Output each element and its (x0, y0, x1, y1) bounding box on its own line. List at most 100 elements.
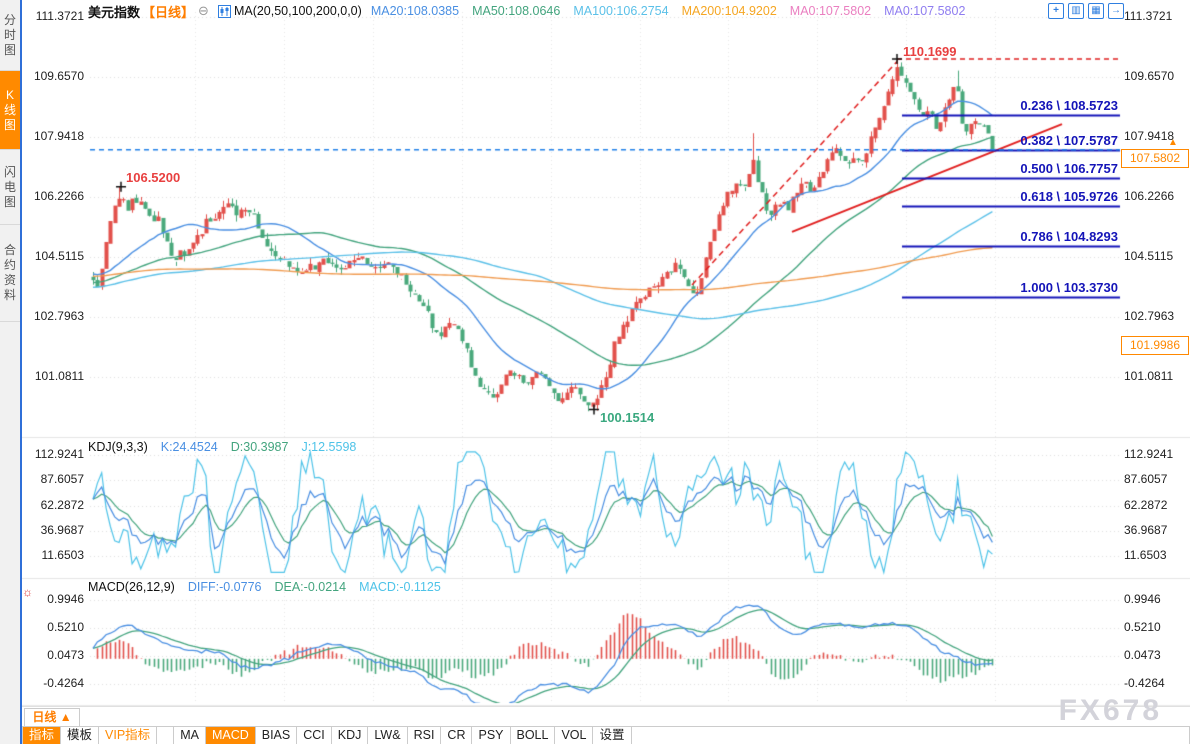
y-axis-label: 62.2872 (40, 498, 84, 512)
y-axis-label: 106.2266 (33, 189, 84, 203)
toolbar-tab-PSY[interactable]: PSY (472, 727, 511, 744)
swing-label-swing-low: 100.1514 (600, 410, 655, 425)
toolbar-tab-MACD[interactable]: MACD (205, 727, 256, 744)
toolbar-tab-KDJ[interactable]: KDJ (332, 727, 369, 744)
y-axis-label: 109.6570 (1124, 69, 1175, 83)
macd-title: MACD(26,12,9) (88, 580, 175, 594)
y-axis-label: 11.6503 (1124, 548, 1167, 562)
toolbar-tab-BOLL[interactable]: BOLL (511, 727, 556, 744)
y-axis-label: 102.7963 (33, 309, 84, 323)
kdj-title: KDJ(9,3,3) (88, 440, 148, 454)
fib-level-label: 0.236 \ 108.5723 (1020, 97, 1118, 113)
alert-price-box: 101.9986 (1121, 336, 1189, 355)
ma-values: MA20:108.0385 MA50:108.0646 MA100:106.2754… (371, 4, 966, 18)
y-axis-label: -0.4264 (1124, 676, 1165, 690)
watermark: FX678 (1058, 694, 1162, 727)
toolbar-tab-VOL[interactable]: VOL (555, 727, 594, 744)
ma-value-2: MA50:108.0646 (472, 4, 561, 18)
header-toolbar: + ▥ ▦ → (1048, 3, 1124, 19)
sidebar-item-label: K线图 (3, 87, 16, 132)
toolbar-tab-RSI[interactable]: RSI (408, 727, 442, 744)
toolbar-tab-MA[interactable]: MA (173, 727, 206, 744)
y-axis-label: 111.3721 (1124, 9, 1173, 23)
y-axis-label: 106.2266 (1124, 189, 1175, 203)
fib-level-label: 0.500 \ 106.7757 (1020, 160, 1118, 176)
period-selector-button[interactable]: 日线 ▲ (24, 708, 80, 727)
y-axis-label: 112.9241 (34, 447, 84, 461)
sidebar-item-label: 闪电图 (3, 164, 16, 209)
sidebar-item-4[interactable]: 合约资料 (0, 225, 20, 322)
period-tag: 【日线】 (142, 4, 195, 20)
toolbar-tab-模板[interactable]: 模板 (61, 727, 100, 744)
y-axis-label: 104.5115 (1124, 249, 1174, 263)
sidebar-item-3[interactable]: 闪电图 (0, 150, 20, 225)
toolbar-tab-指标[interactable]: 指标 (22, 727, 62, 744)
y-axis-label: 87.6057 (1124, 472, 1168, 486)
kdj-d-value: D:30.3987 (230, 440, 289, 454)
macd-macd-value: MACD:-0.1125 (359, 580, 441, 594)
y-axis-label: -0.4264 (43, 676, 84, 690)
toolbar-tab-CR[interactable]: CR (441, 727, 473, 744)
fib-level-label: 0.382 \ 107.5787 (1020, 132, 1118, 148)
sidebar-item-1[interactable]: 分时图 (0, 0, 20, 71)
price-up-arrow: ▲ (1168, 137, 1178, 148)
left-sidebar: 分时图 K线图闪电图合约资料 (0, 0, 22, 744)
y-axis-label: 0.9946 (1124, 592, 1161, 606)
y-axis-label: 0.5210 (47, 620, 84, 634)
y-axis-label: 107.9418 (1124, 129, 1175, 143)
chart-header: 美元指数 【日线】 ⊖ MA(20,50,100,200,0,0) MA20:1… (88, 1, 965, 21)
ma-value-3: MA100:106.2754 (573, 4, 669, 18)
fib-level-label: 1.000 \ 103.3730 (1020, 279, 1118, 295)
swing-label-swing-high: 110.1699 (903, 44, 957, 59)
fit-chart-icon[interactable]: ▥ (1068, 3, 1084, 19)
fib-level-label: 0.618 \ 105.9726 (1020, 188, 1118, 204)
swing-label-swing-high: 106.5200 (126, 170, 181, 185)
kdj-k-value: K:24.4524 (160, 440, 218, 454)
y-axis-label: 0.0473 (47, 648, 84, 662)
toolbar-spacer (632, 727, 1190, 744)
ma-value-6: MA0:107.5802 (884, 4, 966, 18)
toolbar-tab-CCI[interactable]: CCI (297, 727, 332, 744)
scale-chart-icon[interactable]: ▦ (1088, 3, 1104, 19)
kdj-header: KDJ(9,3,3) K:24.4524 D:30.3987 J:12.5598 (88, 440, 356, 454)
ma-value-4: MA200:104.9202 (681, 4, 777, 18)
y-axis-label: 104.5115 (34, 249, 84, 263)
y-axis-label: 0.5210 (1124, 620, 1161, 634)
y-axis-label: 36.9687 (1124, 523, 1168, 537)
symbol-name: 美元指数 (88, 4, 141, 20)
toolbar-tab-BIAS[interactable]: BIAS (256, 727, 298, 744)
indicator-toolbar: 指标 模板 VIP指标 MA MACD BIAS CCI KDJ LW& RSI CR PSY BOLL… (22, 726, 1190, 744)
ma-value-5: MA0:107.5802 (789, 4, 872, 18)
y-axis-label: 112.9241 (1124, 447, 1174, 461)
sidebar-item-label: 合约资料 (3, 243, 16, 302)
y-axis-label: 111.3721 (35, 9, 84, 23)
current-price-box: 107.5802 (1121, 149, 1189, 168)
candlestick-icon (217, 4, 231, 18)
y-axis-label: 101.0811 (1124, 369, 1174, 383)
indicator-settings-icon[interactable]: ☼ (22, 585, 33, 599)
y-axis-label: 87.6057 (40, 472, 84, 486)
y-axis-label: 101.0811 (34, 369, 84, 383)
y-axis-label: 107.9418 (33, 129, 84, 143)
y-axis-label: 109.6570 (33, 69, 84, 83)
toolbar-tab-VIP指标[interactable]: VIP指标 (99, 727, 158, 744)
y-axis-label: 102.7963 (1124, 309, 1175, 323)
toolbar-tab-设置[interactable]: 设置 (593, 727, 632, 744)
y-axis-label: 0.9946 (47, 592, 84, 606)
y-axis-label: 0.0473 (1124, 648, 1161, 662)
collapse-icon[interactable]: ⊖ (198, 3, 209, 18)
sidebar-item-label: 分时图 (3, 12, 16, 57)
time-axis-strip: 日线 ▲ (22, 706, 1190, 727)
kdj-j-value: J:12.5598 (301, 440, 357, 454)
y-axis-label: 36.9687 (40, 523, 84, 537)
toolbar-tab-LW&[interactable]: LW& (368, 727, 408, 744)
sidebar-item-2[interactable]: K线图 (0, 71, 20, 150)
fib-level-label: 0.786 \ 104.8293 (1020, 228, 1118, 244)
pan-icon[interactable]: + (1048, 3, 1064, 19)
exit-right-icon[interactable]: → (1108, 3, 1124, 19)
macd-header: MACD(26,12,9) DIFF:-0.0776 DEA:-0.0214 M… (88, 580, 441, 594)
macd-diff-value: DIFF:-0.0776 (187, 580, 262, 594)
ma-formula: MA(20,50,100,200,0,0) (233, 4, 362, 18)
